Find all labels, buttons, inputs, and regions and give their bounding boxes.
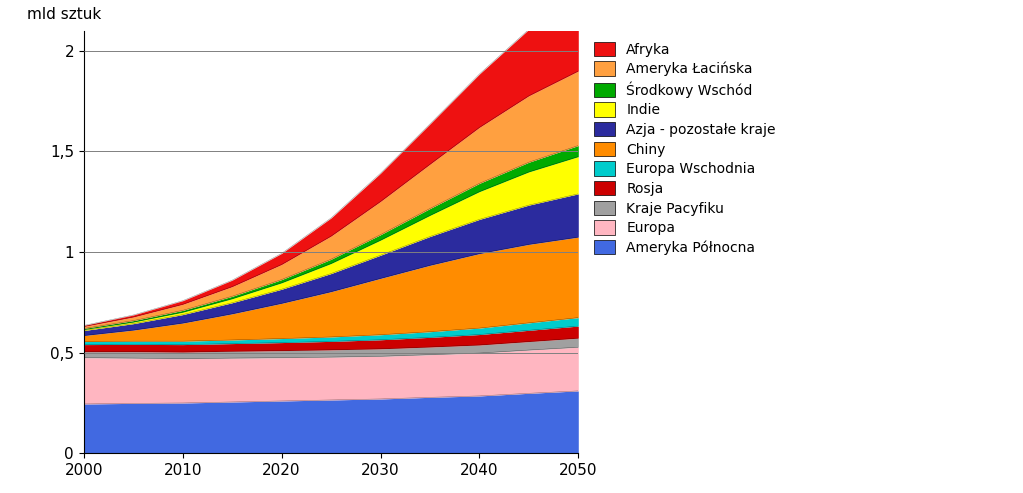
Y-axis label: mld sztuk: mld sztuk bbox=[27, 7, 101, 22]
Legend: Afryka, Ameryka Łacińska, Środkowy Wschód, Indie, Azja - pozostałe kraje, Chiny,: Afryka, Ameryka Łacińska, Środkowy Wschó… bbox=[590, 37, 780, 259]
